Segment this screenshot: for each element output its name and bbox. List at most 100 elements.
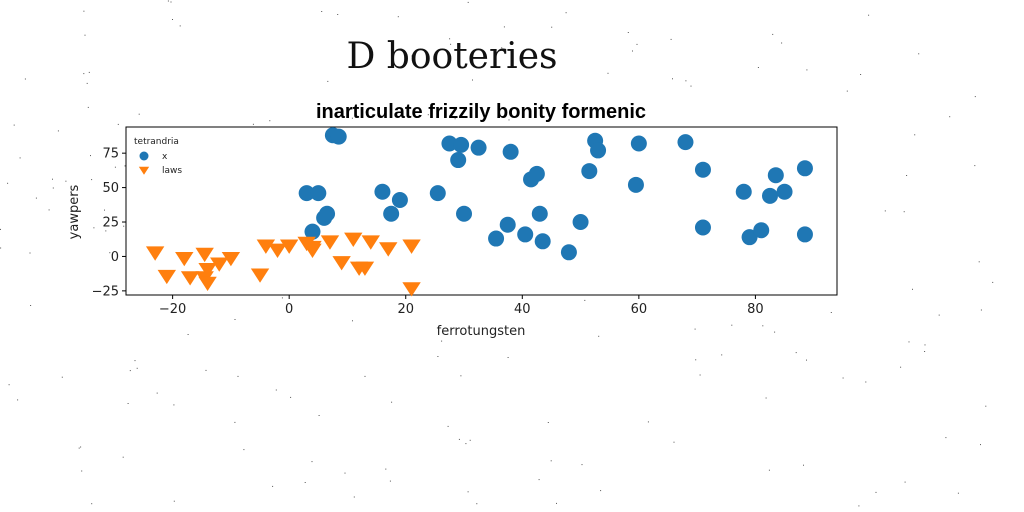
speckle <box>699 374 701 376</box>
speckle <box>875 491 877 493</box>
speckle <box>52 178 53 180</box>
speckle <box>29 252 31 254</box>
speckle <box>173 500 175 502</box>
speckle <box>441 340 443 342</box>
speckle <box>437 356 439 357</box>
scatter-point-x <box>499 216 516 233</box>
speckle <box>903 211 905 213</box>
speckle <box>172 19 173 20</box>
scatter-point-x <box>441 135 458 152</box>
speckle <box>104 209 105 211</box>
scatter-point-x <box>741 229 758 246</box>
speckle <box>61 376 63 378</box>
scatter-point-x <box>560 244 577 261</box>
speckle <box>762 325 764 327</box>
speckle <box>269 120 271 122</box>
speckle <box>627 32 629 33</box>
speckle <box>327 80 329 82</box>
speckle <box>581 464 583 466</box>
speckle <box>860 74 862 75</box>
speckle <box>353 496 355 498</box>
scatter-point-laws <box>157 269 176 285</box>
speckle <box>806 359 807 361</box>
speckle <box>501 47 503 49</box>
speckle <box>243 449 245 451</box>
speckle <box>781 42 783 44</box>
scatter-point-x <box>796 226 813 243</box>
legend-entry: x <box>162 152 168 162</box>
speckle <box>344 472 346 474</box>
speckle <box>364 375 366 377</box>
legend-entry: laws <box>162 166 182 176</box>
data-points <box>145 127 813 297</box>
speckle <box>803 464 804 466</box>
speckle <box>507 357 509 358</box>
speckle <box>304 482 306 483</box>
speckle <box>846 90 848 92</box>
speckle <box>179 25 181 27</box>
speckle <box>134 360 136 362</box>
speckle <box>460 375 462 377</box>
scatter-point-x <box>590 142 607 159</box>
legend-title: tetrandria <box>134 137 179 147</box>
speckle <box>124 165 126 167</box>
speckle <box>673 441 675 443</box>
speckle <box>105 230 107 232</box>
speckle <box>86 82 88 84</box>
speckle <box>48 209 50 211</box>
speckle <box>830 312 832 313</box>
speckle <box>91 179 93 181</box>
speckle <box>136 367 138 369</box>
x-tick-label: 20 <box>397 302 414 317</box>
speckle <box>795 352 797 354</box>
speckle <box>556 502 557 504</box>
speckle <box>88 71 90 73</box>
speckle <box>0 228 1 230</box>
speckle <box>974 165 976 167</box>
scatter-point-laws <box>221 251 241 267</box>
speckle <box>551 26 553 28</box>
speckle <box>397 16 399 18</box>
scatter-point-x <box>531 205 548 222</box>
speckle <box>0 247 2 249</box>
speckle <box>352 320 353 322</box>
speckle <box>78 447 80 449</box>
speckle <box>138 113 140 115</box>
speckle <box>87 106 89 108</box>
scatter-point-x <box>453 136 470 153</box>
speckle <box>924 344 926 346</box>
speckle <box>472 79 473 81</box>
chart-title: inarticulate frizzily bonity formenic <box>316 101 646 123</box>
y-tick-label: −25 <box>92 284 119 299</box>
speckle <box>447 425 449 427</box>
scatter-point-x <box>630 135 647 152</box>
y-axis-label: yawpers <box>67 184 82 239</box>
scatter-point-laws <box>195 247 214 263</box>
speckle <box>503 26 505 28</box>
legend: tetrandria x laws <box>134 137 182 176</box>
scatter-point-laws <box>256 239 276 254</box>
scatter-point-x <box>304 223 321 240</box>
legend-marker <box>139 151 149 161</box>
speckle <box>281 297 283 299</box>
speckle <box>65 180 67 182</box>
x-tick-label: 80 <box>747 302 764 317</box>
speckle <box>290 396 292 398</box>
scatter-point-x <box>627 176 644 193</box>
scatter-point-laws <box>344 232 363 247</box>
speckle <box>672 78 673 80</box>
scatter-point-x <box>694 161 711 178</box>
speckle <box>237 375 239 377</box>
scatter-point-x <box>677 134 694 151</box>
speckle <box>647 421 649 423</box>
scatter-point-x <box>310 185 327 202</box>
scatter-point-x <box>502 143 519 160</box>
scatter-point-x <box>572 214 589 231</box>
speckle <box>122 456 124 458</box>
scatter-point-laws <box>402 239 421 254</box>
speckle <box>980 444 981 446</box>
speckle <box>731 324 733 326</box>
axes: −20 0 20 40 60 80 −25 0 25 50 75 <box>92 147 764 317</box>
speckle <box>17 399 19 401</box>
speckle <box>607 72 609 74</box>
